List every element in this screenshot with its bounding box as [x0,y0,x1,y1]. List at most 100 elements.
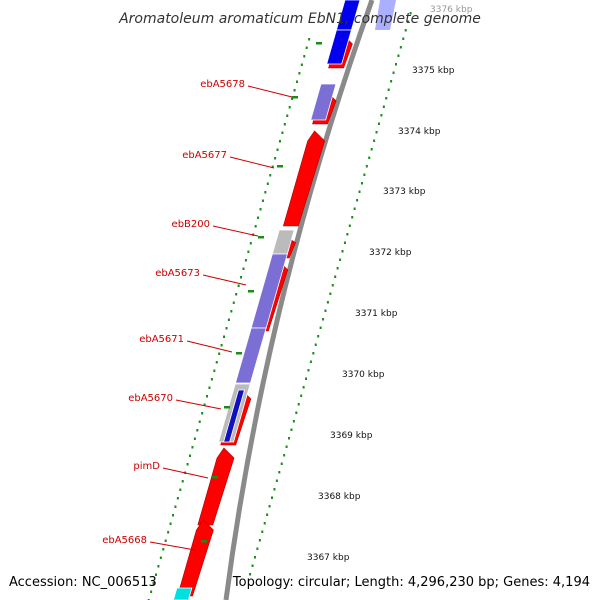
inner-tick [271,496,274,499]
major-tick [277,165,283,168]
inner-tick [305,377,308,380]
kbp-label-3375: 3375 kbp [412,66,455,76]
outer-tick [300,63,303,66]
inner-tick [397,54,400,57]
inner-tick [365,165,368,168]
outer-tick [266,182,269,185]
inner-tick [336,267,339,270]
gene-label-ebB200[interactable]: ebB200 [172,219,210,230]
inner-tick [358,190,361,193]
outer-tick [208,386,211,389]
inner-tick [285,445,288,448]
inner-tick [256,547,259,550]
reverse-gene-block[interactable] [172,587,193,600]
inner-tick [292,420,295,423]
outer-tick [198,420,201,423]
gene-label-ebA5671[interactable]: ebA5671 [139,334,184,345]
major-tick [212,476,218,479]
inner-tick [348,224,351,227]
outer-tick [298,72,301,75]
inner-tick [302,386,305,389]
gene-label-ebA5670[interactable]: ebA5670 [128,393,173,404]
outer-tick [181,480,184,483]
gene-label-ebA5677[interactable]: ebA5677 [182,150,227,161]
inner-tick [404,29,407,32]
forward-gene-arrow[interactable] [282,130,326,227]
inner-tick [280,462,283,465]
outer-tick [150,590,153,593]
outer-tick [254,225,257,228]
inner-tick [370,148,373,151]
outer-tick [274,157,277,160]
inner-tick [363,173,366,176]
outer-tick [201,412,204,415]
outer-tick [152,582,155,585]
gene-label-pimD[interactable]: pimD [133,461,160,472]
forward-gene-arrow[interactable] [177,519,214,597]
outer-tick [244,259,247,262]
inner-tick [283,454,286,457]
reverse-gene-block[interactable] [223,389,245,443]
gene-track [172,0,396,600]
inner-tick [275,479,278,482]
inner-tick [392,71,395,74]
major-tick [224,406,230,409]
inner-tick [339,258,342,261]
outer-tick [193,437,196,440]
inner-tick [380,114,383,117]
reverse-gene-block[interactable] [326,29,352,65]
inner-tick [351,216,354,219]
inner-tick [331,284,334,287]
outer-tick [240,276,243,279]
outer-tick [242,267,245,270]
outer-tick [230,310,233,313]
inner-tick [312,352,315,355]
outer-tick [179,488,182,491]
accession-text: Accession: NC_006513 [9,575,157,590]
forward-gene-arrow[interactable] [197,447,235,526]
outer-tick [269,174,272,177]
reverse-gene-block[interactable] [234,327,267,384]
inner-tick [266,513,269,516]
inner-tick [324,309,327,312]
inner-tick [263,522,266,525]
kbp-label-3368: 3368 kbp [318,492,361,502]
outer-tick [154,573,157,576]
genome-backbone [223,0,375,600]
kbp-label-3374: 3374 kbp [398,127,441,137]
inner-tick [309,360,312,363]
inner-tick [288,437,291,440]
outer-tick [271,165,274,168]
inner-tick [297,403,300,406]
outer-tick [293,89,296,92]
outer-tick [232,301,235,304]
gene-label-ebA5673[interactable]: ebA5673 [155,268,200,279]
reverse-gene-block[interactable] [310,83,337,121]
major-tick [258,236,264,239]
inner-tick [319,326,322,329]
outer-tick [286,114,289,117]
inner-tick [295,411,298,414]
gene-label-ebA5668[interactable]: ebA5668 [102,535,147,546]
outer-tick [213,369,216,372]
inner-tick [356,199,359,202]
inner-tick [399,46,402,49]
inner-tick [317,335,320,338]
kbp-label-3367: 3367 kbp [307,553,350,563]
inner-tick [387,88,390,91]
outer-tick [164,539,167,542]
label-leader-line [247,85,293,98]
inner-tick [253,556,256,559]
major-tick [292,96,298,99]
major-tick [316,42,322,45]
gene-label-ebA5678[interactable]: ebA5678 [200,79,245,90]
label-leader-line [202,274,247,286]
outer-tick [186,463,189,466]
label-leader-line [212,225,259,237]
major-tick [201,540,207,543]
top-feature-block[interactable] [375,0,396,30]
inner-tick [273,488,276,491]
inner-tick [268,505,271,508]
outer-tick [247,250,250,253]
